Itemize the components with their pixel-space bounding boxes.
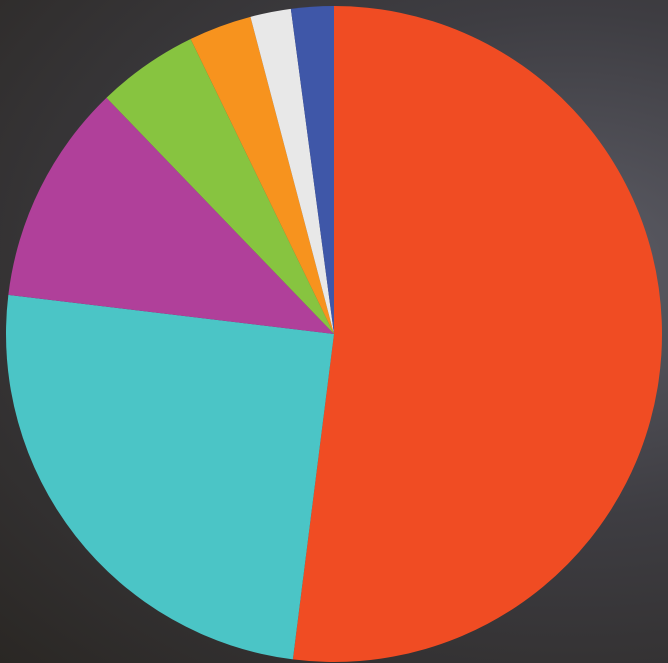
pie-slice [290,6,334,334]
pie-slice [292,6,662,662]
pie-slice [250,8,334,334]
pie-slice [5,294,334,660]
pie-slice [190,16,334,334]
pie-slice [8,97,335,334]
pie-slice [106,38,334,334]
